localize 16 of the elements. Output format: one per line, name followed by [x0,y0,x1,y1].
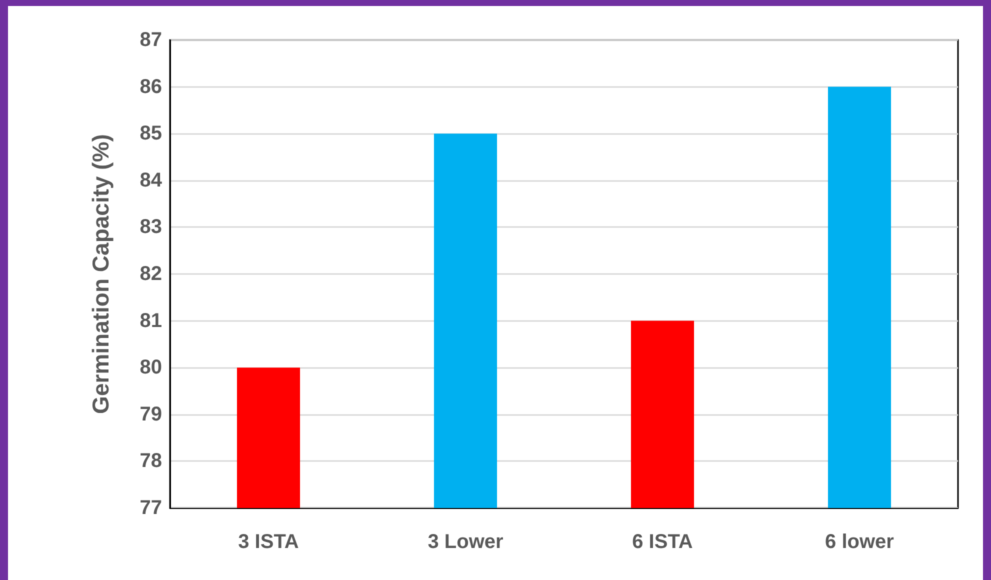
x-tick-label: 3 Lower [428,531,504,553]
y-tick-label: 77 [140,497,162,519]
y-axis-title: Germination Capacity (%) [88,134,114,414]
y-tick-label: 87 [140,29,162,51]
y-tick-label: 84 [140,169,163,192]
y-tick-label: 78 [140,450,162,472]
y-tick-label: 83 [140,216,162,238]
x-tick-label: 3 ISTA [238,531,299,553]
y-tick-label: 81 [140,310,162,332]
y-tick-label: 80 [140,356,162,379]
y-tick-label: 79 [140,403,162,426]
y-tick-label: 82 [140,263,162,285]
y-tick-label: 86 [140,76,162,98]
y-tick-label: 85 [140,122,162,145]
x-tick-label: 6 lower [825,531,894,553]
x-tick-label: 6 ISTA [632,531,693,553]
